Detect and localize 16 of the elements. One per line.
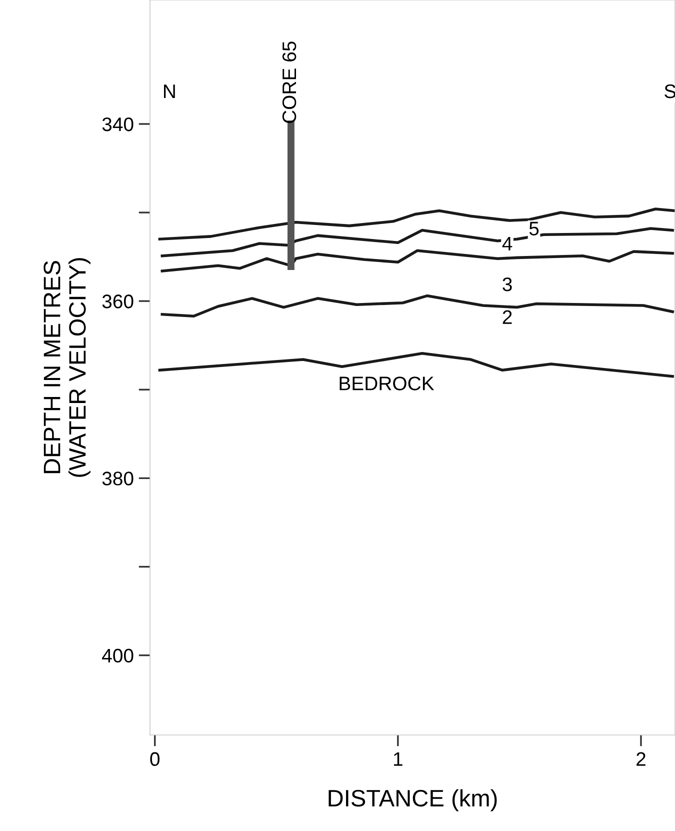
x-tick-label: 2	[636, 752, 646, 766]
y-tick-label: 380	[102, 472, 134, 486]
y-axis-title: DEPTH IN METRES (WATER VELOCITY)	[44, 258, 90, 477]
annotation: N	[164, 84, 175, 98]
y-tick-label: 400	[102, 648, 134, 663]
annotation: 2	[502, 310, 512, 324]
x-axis-title: DISTANCE (km)	[328, 789, 497, 812]
annotation: 3	[502, 277, 512, 292]
y-tick-label: 340	[102, 117, 134, 132]
y-tick-label: 360	[102, 294, 134, 308]
x-tick-label: 0	[150, 752, 160, 766]
x-tick-label: 1	[394, 752, 402, 766]
annotation: 4	[502, 236, 512, 250]
annotation: 5	[529, 222, 539, 236]
annotation: BEDROCK	[340, 376, 434, 390]
text: CORE 65	[282, 42, 296, 123]
